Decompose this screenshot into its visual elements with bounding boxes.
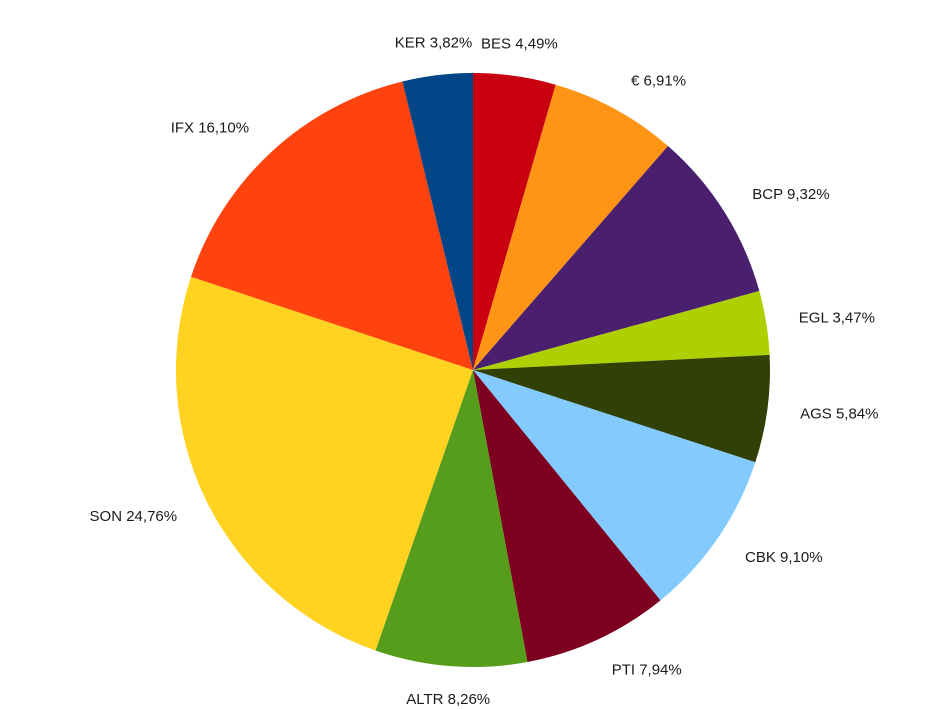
pie-slice-bes [473,73,556,370]
pie-labels: BES 4,49% € 6,91% BCP 9,32% EGL 3,47% AGS 5,… [90,34,879,708]
slice-label-bcp: BCP 9,32% [752,186,829,203]
slice-label-ifx: IFX 16,10% [171,120,249,137]
pie-slice-bcp [473,145,760,370]
slice-label-ker: KER 3,82% [395,34,473,51]
slice-label-bes: BES 4,49% [481,35,558,52]
slice-label-ags: AGS 5,84% [800,406,878,423]
pie-slice-son [175,276,473,651]
pie-slice-pti [473,370,661,662]
pie-slice-ker [402,73,473,370]
slice-label-altr: ALTR 8,26% [406,691,490,708]
pie-slice-euro [473,84,668,371]
slice-label-euro: € 6,91% [631,72,686,89]
pie-slice-egl [473,291,770,370]
slice-label-son: SON 24,76% [90,508,178,525]
slice-label-cbk: CBK 9,10% [745,549,823,566]
pie-slice-cbk [473,370,756,601]
pie-slices [175,73,770,668]
slice-label-pti: PTI 7,94% [612,661,682,678]
pie-slice-ifx [191,81,473,370]
pie-slice-altr [375,370,528,668]
slice-label-egl: EGL 3,47% [799,309,875,326]
pie-slice-ags [473,354,770,463]
